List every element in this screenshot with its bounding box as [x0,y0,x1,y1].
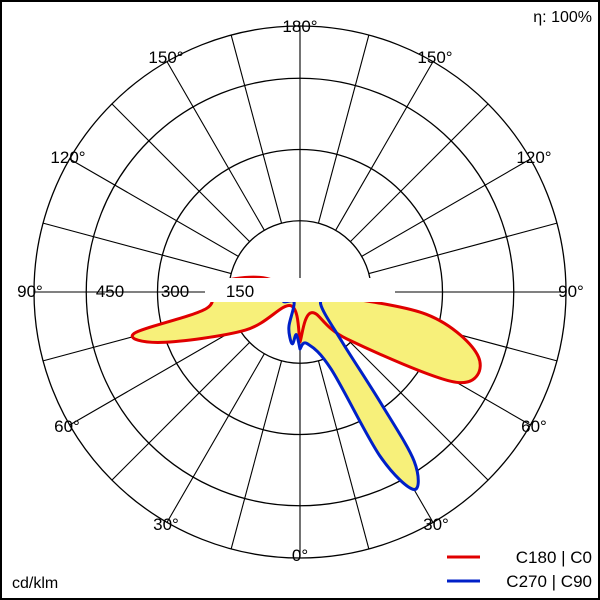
unit-label: cd/klm [12,575,58,592]
angle-label-60-left: 60° [54,417,80,436]
grid-spoke-225 [111,103,251,243]
legend: C180 | C0 C270 | C90 [447,548,592,591]
grid-spoke-300 [69,327,239,426]
angle-label-180: 180° [282,17,317,36]
grid-spoke-120 [361,158,531,257]
grid-spoke-330 [166,353,265,523]
grid-spoke-150 [335,61,434,231]
lit-area [132,277,481,490]
angle-label-30-right: 30° [423,515,449,534]
grid-spoke-255 [42,222,232,275]
axis-labels: 450 300 150 180° 0° 90° 90° 150° 150° 12… [17,17,584,565]
angle-label-30-left: 30° [153,515,179,534]
angle-label-120-right: 120° [516,148,551,167]
efficiency-label: η: 100% [533,9,592,26]
angle-label-150-left: 150° [148,48,183,67]
angle-label-90-right: 90° [558,282,584,301]
grid-spoke-105 [368,222,558,275]
legend-label-c270-c90: C270 | C90 [506,572,592,591]
angle-label-150-right: 150° [417,48,452,67]
angle-label-120-left: 120° [50,148,85,167]
ring-label-150: 150 [226,282,254,301]
angle-label-90-left: 90° [17,282,43,301]
angle-label-60-right: 60° [521,417,547,436]
ring-label-300: 300 [161,282,189,301]
grid-spoke-195 [230,34,283,224]
grid-spoke-45 [349,341,489,481]
grid-spoke-315 [111,341,251,481]
grid-spoke-345 [230,360,283,550]
legend-label-c180-c0: C180 | C0 [516,548,592,567]
grid-spoke-165 [317,34,370,224]
ring-label-450: 450 [96,282,124,301]
grid-spoke-135 [349,103,489,243]
ring-label-background [205,278,395,302]
angle-label-0: 0° [292,546,308,565]
grid-spoke-15 [317,360,370,550]
series-fill-1 [280,289,419,490]
grid-spoke-240 [69,158,239,257]
grid-spoke-210 [166,61,265,231]
series-fill-0 [132,277,481,383]
